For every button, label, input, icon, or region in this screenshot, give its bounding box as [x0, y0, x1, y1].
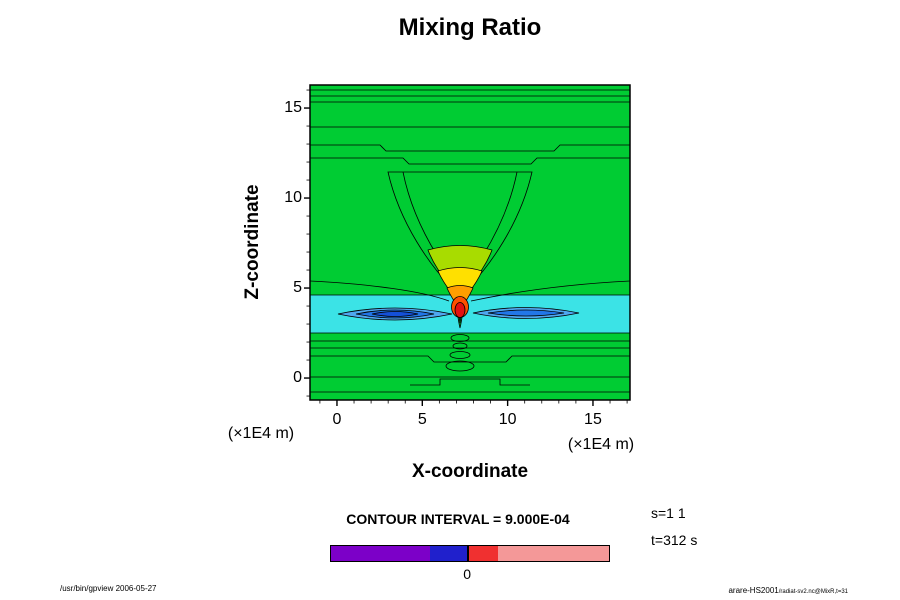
colorbar-zero-label: 0 [463, 566, 472, 582]
x-tick-label: 15 [584, 411, 602, 428]
footer-dataset-main: arare-HS2001 [728, 586, 779, 595]
footer-command: /usr/bin/gpview 2006-05-27 [60, 584, 157, 593]
time-annotation: t=312 s [651, 532, 698, 548]
x-tick-label: 0 [332, 411, 342, 428]
y-axis-unit: (×1E4 m) [227, 425, 295, 442]
colorbar-segment [430, 546, 468, 561]
colorbar-segment [331, 546, 431, 561]
x-axis-label: X-coordinate [411, 461, 529, 482]
footer-dataset: arare-HS2001/radiat-sv2.nc@MixR,t=31 [728, 586, 848, 595]
chart-title: Mixing Ratio [398, 14, 542, 41]
y-tick-label: 5 [293, 279, 302, 297]
y-tick-label: 15 [284, 99, 302, 117]
x-tick-label: 5 [417, 411, 427, 428]
x-tick-label: 10 [498, 411, 517, 428]
colorbar [330, 545, 610, 562]
contour-plot [304, 84, 631, 406]
footer-dataset-sub: /radiat-sv2.nc@MixR,t=31 [778, 589, 848, 595]
colorbar-segment [467, 546, 498, 561]
y-tick-label: 0 [293, 369, 302, 387]
colorbar-segment [497, 546, 609, 561]
colorbar-zero-divider [467, 546, 470, 561]
y-tick-label: 10 [284, 189, 302, 207]
contour-interval-note: CONTOUR INTERVAL = 9.000E-04 [346, 511, 570, 527]
slice-annotation: s=1 1 [651, 505, 686, 521]
x-axis-unit: (×1E4 m) [567, 436, 635, 453]
